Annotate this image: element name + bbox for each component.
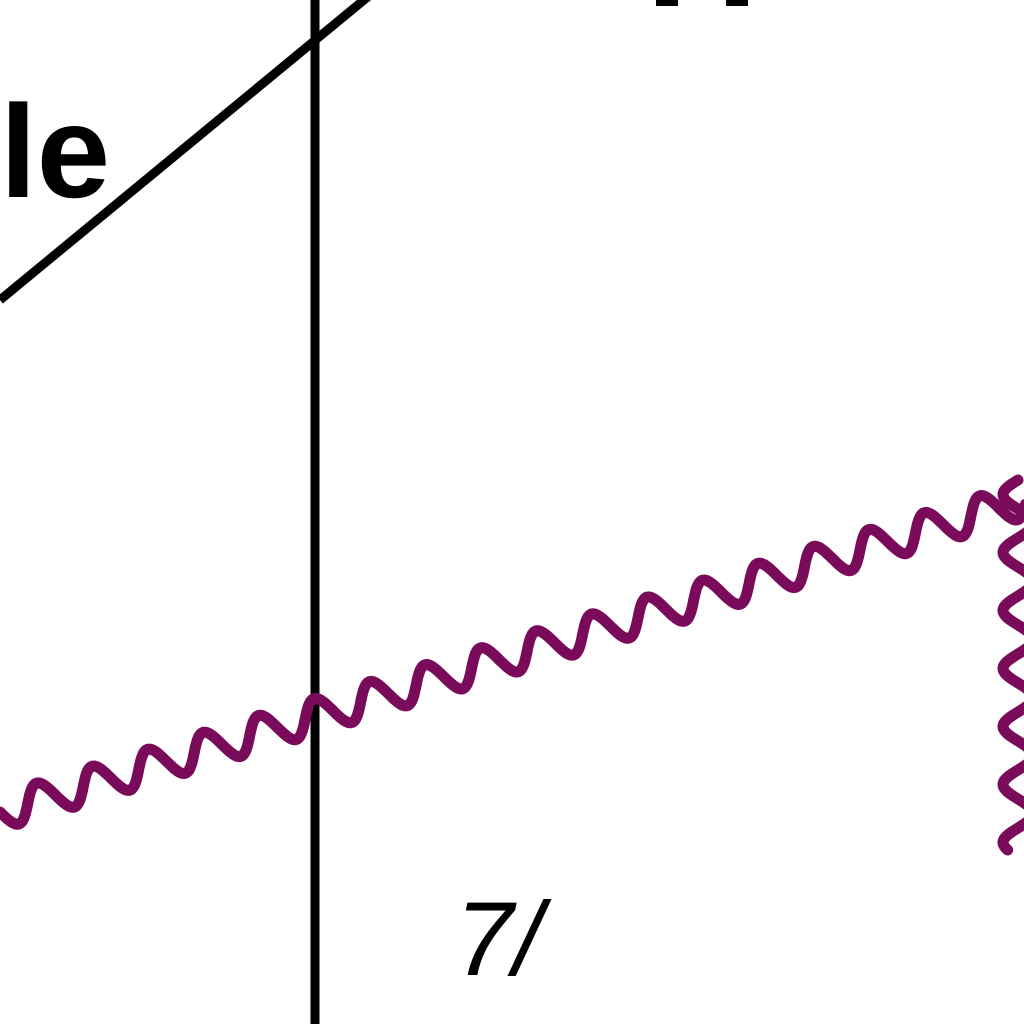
top-text-fragment-2 [726,0,748,6]
word-fragment-label: le [0,78,110,225]
wavy-line-vertical [997,474,1024,856]
bottom-label: 7/ [455,881,552,998]
diagonal-line [0,0,372,304]
top-text-fragment-1 [656,0,678,6]
wavy-line-main [0,490,1024,830]
